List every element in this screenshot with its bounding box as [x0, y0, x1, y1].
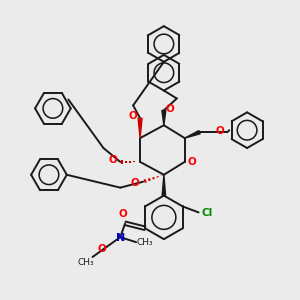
- Polygon shape: [162, 110, 166, 125]
- Text: O: O: [97, 244, 106, 254]
- Text: O: O: [129, 111, 137, 121]
- Polygon shape: [162, 175, 166, 196]
- Text: Cl: Cl: [202, 208, 213, 218]
- Text: N: N: [116, 233, 125, 243]
- Polygon shape: [138, 118, 142, 138]
- Text: O: O: [109, 155, 118, 165]
- Text: CH₃: CH₃: [77, 258, 94, 267]
- Text: CH₃: CH₃: [137, 238, 153, 247]
- Text: O: O: [216, 126, 225, 136]
- Text: O: O: [119, 209, 128, 219]
- Polygon shape: [185, 130, 200, 138]
- Text: O: O: [187, 157, 196, 167]
- Text: O: O: [131, 178, 140, 188]
- Text: O: O: [165, 104, 174, 114]
